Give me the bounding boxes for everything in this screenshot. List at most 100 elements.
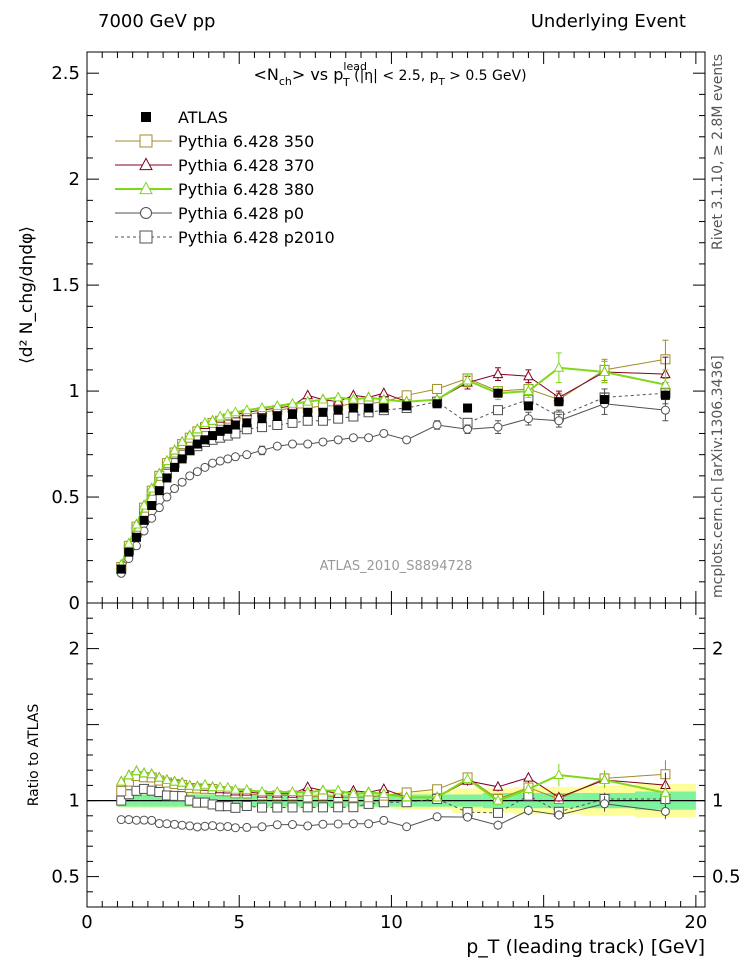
marker-p0: [660, 405, 670, 415]
marker-p380: [363, 391, 374, 402]
marker-p2010: [257, 422, 268, 433]
marker-p2010: [302, 415, 313, 426]
ratio-marker-p380: [222, 781, 234, 792]
series-line-p380: [120, 366, 666, 566]
marker-p2010: [287, 417, 298, 428]
ratio-marker-p2010: [317, 802, 328, 813]
marker-p0: [348, 433, 358, 443]
marker-atlas: [523, 401, 533, 411]
marker-atlas: [185, 445, 195, 455]
marker-p0: [154, 503, 164, 513]
ratio-marker-p0: [379, 815, 389, 825]
x-tick-label: 15: [532, 912, 555, 933]
marker-p0: [177, 477, 187, 487]
marker-atlas: [162, 473, 172, 483]
marker-p380: [462, 374, 473, 385]
ratio-marker-p380: [492, 794, 504, 805]
side-text-bottom: mcplots.cern.ch [arXiv:1306.3436]: [710, 355, 726, 598]
legend-label-p2010: Pythia 6.428 p2010: [178, 228, 335, 247]
marker-atlas: [463, 403, 473, 413]
marker-p370: [523, 370, 534, 381]
marker-p380: [317, 393, 329, 404]
marker-p370: [492, 368, 504, 379]
ratio-marker-p0: [493, 820, 503, 830]
marker-atlas: [364, 403, 374, 413]
ratio-marker-p0: [318, 819, 328, 829]
marker-atlas: [333, 405, 343, 415]
ratio-marker-p380: [599, 774, 610, 784]
ratio-marker-p380: [332, 784, 344, 795]
marker-p380: [176, 435, 188, 446]
ratio-marker-p0: [333, 819, 343, 829]
marker-atlas: [318, 407, 328, 417]
series-line-p2010: [120, 392, 666, 570]
marker-atlas: [303, 407, 313, 417]
ratio-marker-p380: [176, 776, 188, 787]
marker-p0: [147, 513, 157, 523]
ratio-line-p2010: [120, 788, 666, 814]
ratio-marker-p380: [115, 775, 127, 786]
marker-p380: [271, 399, 283, 410]
data-series: [115, 339, 671, 833]
ratio-marker-p2010: [302, 802, 313, 813]
y-axis-label-ratio: Ratio to ATLAS: [26, 704, 42, 807]
marker-p0: [333, 435, 343, 445]
ratio-marker-p380: [199, 778, 211, 789]
ratio-marker-p380: [123, 769, 135, 780]
ratio-marker-p380: [462, 773, 473, 784]
ratio-marker-p0: [154, 819, 164, 829]
ratio-marker-p0: [208, 821, 218, 831]
ratio-marker-p380: [153, 771, 165, 782]
marker-atlas: [600, 395, 610, 405]
ratio-marker-p380: [271, 785, 283, 796]
legend-label-p370: Pythia 6.428 370: [178, 156, 314, 175]
series-line-p350: [120, 358, 666, 568]
marker-p0: [432, 420, 442, 430]
marker-p380: [287, 397, 298, 408]
ratio-marker-p2010: [272, 802, 283, 813]
marker-atlas: [379, 403, 389, 413]
ratio-marker-p0: [124, 815, 134, 825]
legend-label-p380: Pythia 6.428 380: [178, 180, 314, 199]
marker-p380: [131, 518, 142, 529]
marker-atlas: [131, 532, 141, 542]
ratio-marker-p380: [192, 780, 203, 791]
legend-label-p350: Pythia 6.428 350: [178, 132, 314, 151]
ratio-marker-p350: [116, 786, 127, 797]
ratio-marker-p2010: [230, 802, 241, 813]
marker-p380: [207, 414, 218, 425]
ratio-marker-p380: [146, 768, 158, 779]
ratio-marker-p0: [348, 819, 358, 829]
ratio-marker-p380: [401, 791, 412, 802]
marker-atlas: [242, 418, 252, 428]
marker-atlas: [272, 412, 282, 422]
ratio-y-tick-label: 1: [69, 791, 80, 812]
marker-p380: [192, 423, 203, 434]
ratio-marker-p2010: [333, 802, 344, 813]
marker-p380: [660, 378, 671, 389]
ratio-marker-p0: [432, 812, 442, 822]
marker-atlas: [139, 515, 149, 525]
ratio-marker-p380: [241, 783, 253, 794]
ratio-marker-p380: [214, 781, 226, 792]
ratio-marker-p380: [169, 775, 180, 786]
marker-p0: [318, 437, 328, 447]
ratio-marker-p0: [600, 799, 610, 809]
marker-p0: [257, 445, 267, 455]
marker-p0: [379, 428, 389, 438]
watermark: ATLAS_2010_S8894728: [320, 559, 473, 574]
ratio-marker-p370: [492, 780, 504, 791]
marker-p0: [463, 424, 473, 434]
marker-p0: [364, 433, 374, 443]
marker-p0: [303, 439, 313, 449]
ratio-marker-p2010: [241, 800, 252, 811]
header-right: Underlying Event: [531, 11, 686, 32]
marker-atlas: [154, 486, 164, 496]
x-tick-label: 20: [684, 912, 707, 933]
ratio-marker-p380: [363, 786, 374, 797]
marker-p380: [123, 537, 135, 548]
legend-label-p0: Pythia 6.428 p0: [178, 204, 304, 223]
marker-p380: [230, 406, 241, 417]
marker-p2010: [333, 413, 344, 424]
